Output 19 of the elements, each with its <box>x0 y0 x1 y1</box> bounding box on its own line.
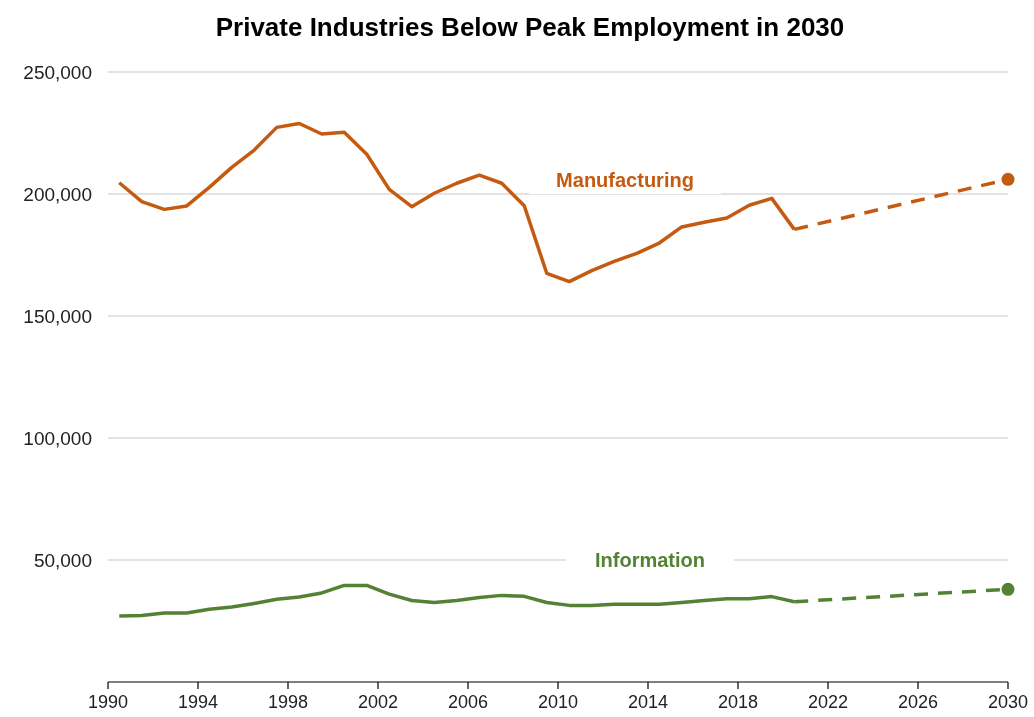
x-tick-label: 1998 <box>267 692 309 712</box>
y-tick-label: 50,000 <box>33 549 92 571</box>
y-tick-label: 200,000 <box>23 183 92 205</box>
y-tick-label: 150,000 <box>23 305 92 327</box>
x-tick-label: 2022 <box>807 692 849 712</box>
x-tick-label: 2014 <box>627 692 669 712</box>
x-tick-label: 1990 <box>87 692 129 712</box>
x-tick-label: 2018 <box>717 692 759 712</box>
series-label: Information <box>595 549 705 571</box>
x-tick-label: 2002 <box>357 692 399 712</box>
series-label: Manufacturing <box>556 169 694 191</box>
y-tick-label: 100,000 <box>23 427 92 449</box>
x-tick-label: 2006 <box>447 692 489 712</box>
x-tick-label: 2010 <box>537 692 579 712</box>
y-tick-label: 250,000 <box>23 61 92 83</box>
x-tick-label: 2030 <box>987 692 1029 712</box>
chart-title: Private Industries Below Peak Employment in 2030 <box>215 12 845 42</box>
x-tick-label: 1994 <box>177 692 219 712</box>
x-tick-label: 2026 <box>897 692 939 712</box>
